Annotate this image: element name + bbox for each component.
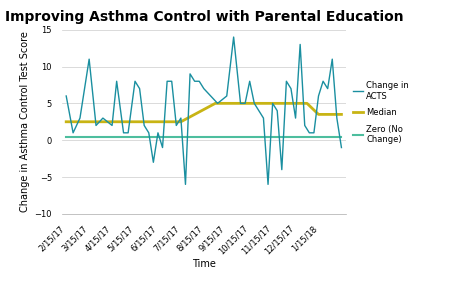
Line: Change in
ACTS: Change in ACTS (66, 37, 341, 184)
Median (178, 120, 184, 124)
Median (212, 102, 218, 105)
Title: Improving Asthma Control with Parental Education: Improving Asthma Control with Parental E… (5, 10, 403, 24)
Change in
ACTS (231, 35, 237, 39)
Change in
ACTS (251, 102, 257, 105)
Median (338, 113, 344, 116)
X-axis label: Time: Time (192, 259, 216, 269)
Change in
ACTS (182, 183, 188, 186)
Median (316, 113, 321, 116)
Change in
ACTS (261, 116, 266, 120)
Change in
ACTS (265, 183, 271, 186)
Line: Median: Median (66, 103, 341, 122)
Y-axis label: Change in Asthma Control Test Score: Change in Asthma Control Test Score (20, 31, 30, 212)
Legend: Change in
ACTS, Median, Zero (No
Change): Change in ACTS, Median, Zero (No Change) (353, 81, 409, 144)
Change in
ACTS (64, 94, 69, 98)
Median (64, 120, 69, 124)
Change in
ACTS (151, 160, 156, 164)
Change in
ACTS (338, 146, 344, 149)
Median (304, 102, 310, 105)
Change in
ACTS (293, 116, 299, 120)
Change in
ACTS (247, 80, 253, 83)
